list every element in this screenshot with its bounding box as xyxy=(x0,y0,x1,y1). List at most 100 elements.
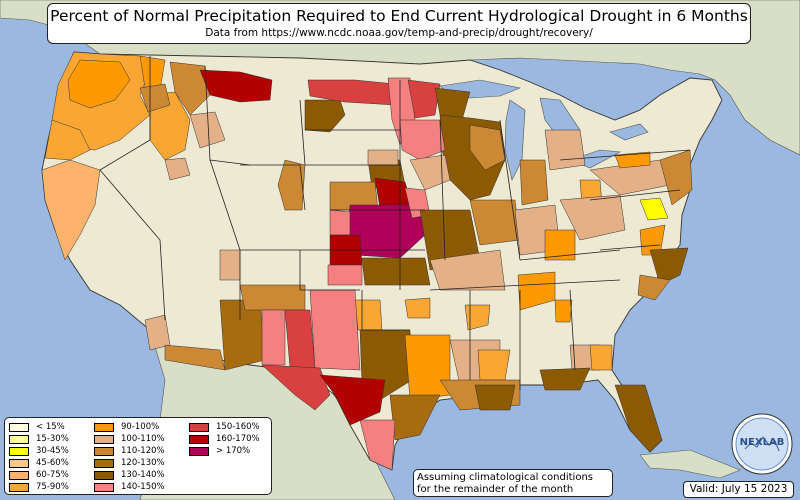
state-boundary xyxy=(439,119,446,261)
legend-label: 140-150% xyxy=(121,482,165,492)
legend-item: 150-160% xyxy=(189,421,274,433)
legend-label: 90-100% xyxy=(121,422,160,432)
legend-item: 100-110% xyxy=(94,433,189,445)
legend-label: 100-110% xyxy=(121,434,165,444)
legend-swatch xyxy=(94,434,114,444)
legend-swatch xyxy=(94,470,114,480)
drought-region xyxy=(41,159,101,261)
drought-region xyxy=(361,257,431,286)
legend-swatch xyxy=(189,422,209,432)
drought-region xyxy=(544,129,586,171)
drought-region xyxy=(464,304,491,331)
drought-region xyxy=(469,124,506,171)
legend-item: 110-120% xyxy=(94,445,189,457)
drought-region xyxy=(359,419,396,471)
state-boundary xyxy=(499,119,521,261)
legend-item: 120-130% xyxy=(94,457,189,469)
state-boundary xyxy=(361,290,410,331)
drought-region xyxy=(139,83,171,113)
state-boundary xyxy=(429,279,621,291)
legend-swatch xyxy=(94,446,114,456)
legend-item: 90-100% xyxy=(94,421,189,433)
legend-swatch xyxy=(9,446,29,456)
legend-item: 160-170% xyxy=(189,433,274,445)
drought-region xyxy=(404,334,451,401)
state-boundary xyxy=(299,250,360,291)
drought-region xyxy=(199,69,273,103)
drought-region xyxy=(477,349,511,381)
legend-item: 130-140% xyxy=(94,469,189,481)
legend-label: 45-60% xyxy=(36,458,69,468)
legend-label: > 170% xyxy=(216,446,251,456)
drought-region xyxy=(559,194,626,241)
drought-region xyxy=(67,59,131,109)
legend-item: 75-90% xyxy=(9,481,94,493)
legend-swatch xyxy=(9,458,29,468)
drought-region xyxy=(354,299,383,331)
legend-label: 15-30% xyxy=(36,434,69,444)
legend-item: 60-75% xyxy=(9,469,94,481)
assumption-note: Assuming climatological conditions for t… xyxy=(413,469,613,497)
legend-label: 130-140% xyxy=(121,470,165,480)
title-box: Percent of Normal Precipitation Required… xyxy=(47,3,751,44)
legend-item: 30-45% xyxy=(9,445,94,457)
legend-swatch xyxy=(9,434,29,444)
legend-label: 150-160% xyxy=(216,422,260,432)
drought-region xyxy=(614,384,663,453)
nexlab-logo: NEXLAB xyxy=(731,413,793,475)
legend-item: 15-30% xyxy=(9,433,94,445)
legend-label: 120-130% xyxy=(121,458,165,468)
drought-region xyxy=(239,284,306,311)
legend-label: 110-120% xyxy=(121,446,165,456)
drought-region xyxy=(659,149,693,206)
note-line-2: for the remainder of the month xyxy=(417,484,574,495)
drought-region xyxy=(319,374,386,426)
cuba-land xyxy=(639,449,741,479)
legend-swatch xyxy=(189,446,209,456)
drought-region xyxy=(404,297,431,319)
legend-label: 30-45% xyxy=(36,446,69,456)
drought-region xyxy=(164,157,191,181)
drought-region xyxy=(219,249,241,281)
drought-region xyxy=(639,197,669,221)
map-title: Percent of Normal Precipitation Required… xyxy=(50,7,748,25)
drought-region xyxy=(327,264,363,286)
legend-item: > 170% xyxy=(189,445,274,457)
drought-region xyxy=(44,119,91,161)
legend-swatch xyxy=(9,422,29,432)
state-boundaries xyxy=(99,56,691,390)
drought-region xyxy=(277,159,306,211)
legend-label: < 15% xyxy=(36,422,65,432)
state-boundary xyxy=(519,249,621,261)
legend-label: 75-90% xyxy=(36,482,69,492)
drought-region xyxy=(409,154,451,191)
drought-region xyxy=(367,149,399,166)
drought-region xyxy=(544,229,576,261)
legend-swatch xyxy=(189,434,209,444)
drought-region xyxy=(614,151,651,169)
drought-region xyxy=(284,309,316,369)
drought-region xyxy=(637,274,671,301)
legend-label: 160-170% xyxy=(216,434,260,444)
drought-region xyxy=(399,119,446,161)
note-line-1: Assuming climatological conditions xyxy=(417,472,593,483)
drought-region xyxy=(309,289,361,371)
state-boundary xyxy=(569,289,576,371)
legend: < 15% 15-30% 30-45% 45-60% 60-75% 75-90% 90-10… xyxy=(4,417,272,495)
logo-text: NEXLAB xyxy=(740,437,785,448)
state-boundary xyxy=(599,244,661,251)
legend-swatch xyxy=(94,458,114,468)
drought-region xyxy=(261,364,331,411)
drought-region xyxy=(329,209,351,236)
state-boundary xyxy=(240,164,306,211)
drought-region xyxy=(554,299,573,323)
legend-item: 45-60% xyxy=(9,457,94,469)
state-boundary xyxy=(299,99,306,166)
legend-swatch xyxy=(94,422,114,432)
drought-region xyxy=(261,309,286,366)
legend-swatch xyxy=(9,470,29,480)
legend-item: 140-150% xyxy=(94,481,189,493)
drought-region xyxy=(189,111,226,149)
state-boundary xyxy=(99,56,151,171)
drought-region xyxy=(474,384,516,411)
